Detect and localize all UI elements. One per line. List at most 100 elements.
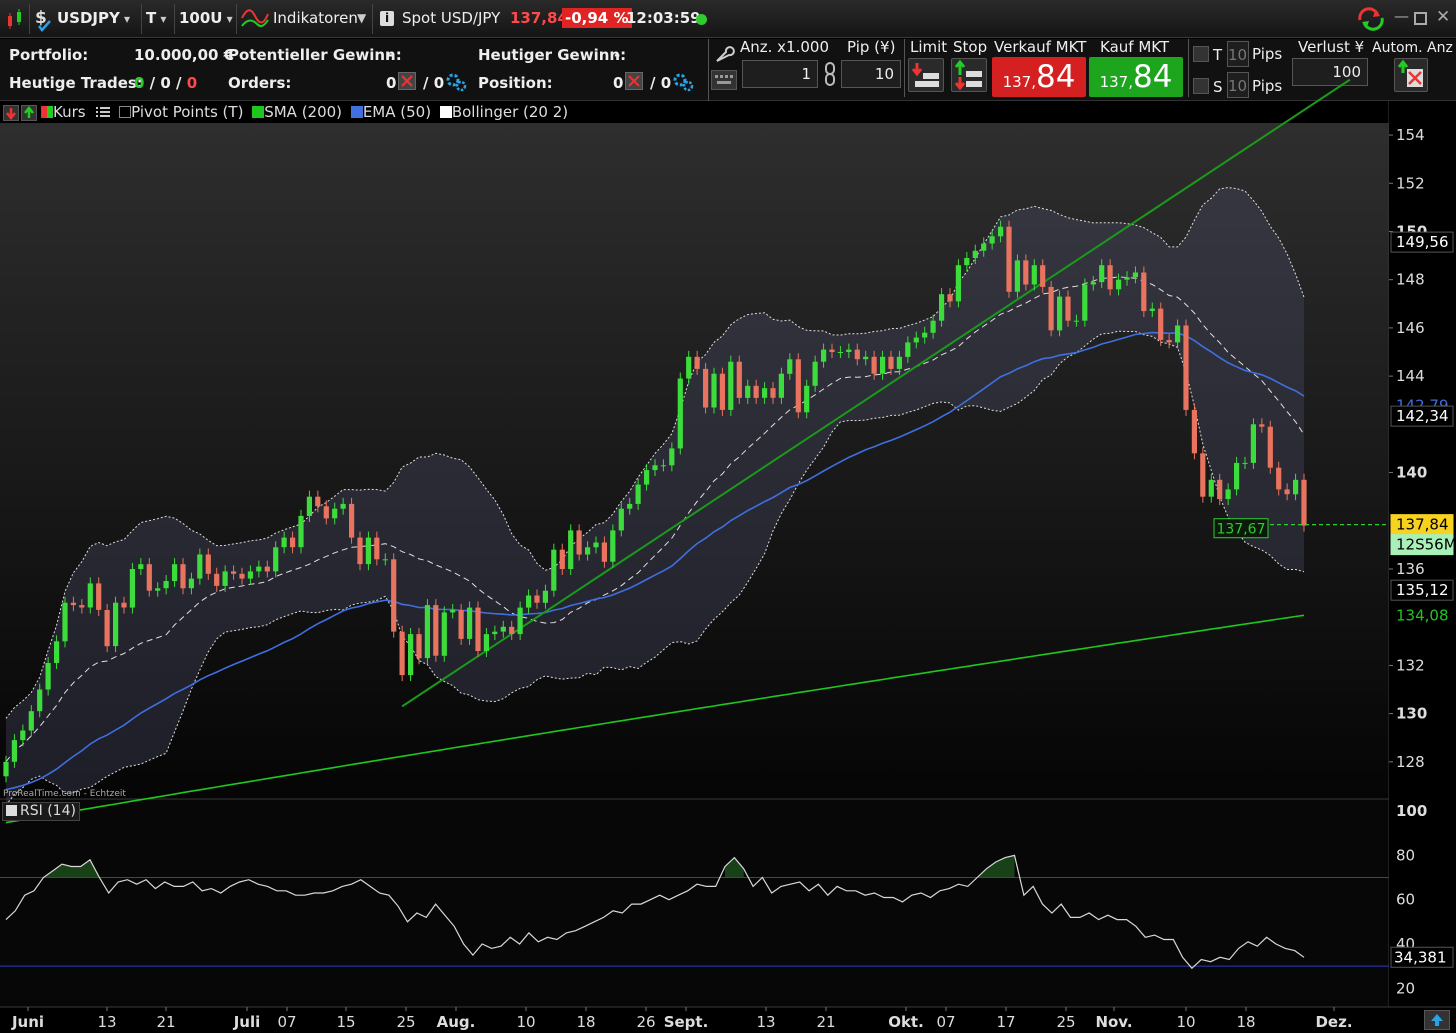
info-icon[interactable]: i — [380, 11, 394, 26]
wrench-icon[interactable] — [713, 44, 735, 64]
y-tick-label: 140 — [1396, 464, 1427, 482]
up-arrow-icon[interactable] — [21, 105, 37, 121]
rsi-tick-label: 80 — [1396, 846, 1415, 864]
watermark: ProRealTime.com - Echtzeit — [3, 789, 126, 799]
stop-order-button[interactable] — [951, 58, 987, 92]
candle-body — [391, 559, 397, 632]
rsi-tick-label: 40 — [1396, 935, 1415, 953]
indicators-dropdown-icon[interactable]: ▼ — [357, 11, 367, 25]
candle-body — [1242, 462, 1248, 464]
minimize-icon[interactable]: — — [1394, 7, 1409, 25]
candle-body — [559, 549, 565, 569]
candle-body — [155, 588, 161, 591]
timeframe-selector[interactable]: T — [146, 9, 166, 27]
stoploss-checkbox[interactable] — [1193, 78, 1209, 94]
rsi-tick-label: 20 — [1396, 979, 1415, 997]
target-pips-input[interactable]: 10 — [1227, 41, 1249, 67]
indicators-button[interactable]: Indikatoren — [273, 9, 358, 27]
legend-rsi[interactable]: RSI (14) — [2, 802, 80, 821]
legend-ema[interactable]: EMA (50) — [362, 103, 432, 121]
price-tag-box — [1390, 231, 1454, 253]
candle-body — [1200, 453, 1206, 497]
candle-body — [627, 503, 633, 509]
legend-sma[interactable]: SMA (200) — [264, 103, 343, 121]
stoploss-label: S — [1213, 78, 1223, 96]
orders-label: Orders: — [228, 74, 292, 92]
candle-body — [854, 349, 860, 360]
candle-body — [778, 373, 784, 398]
close-positions-icon[interactable] — [625, 72, 643, 90]
candle-body — [939, 294, 945, 321]
candle-body — [45, 663, 51, 690]
dollar-check-icon[interactable]: $ — [33, 6, 53, 32]
cancel-orders-icon[interactable] — [398, 72, 416, 90]
candle-body — [804, 385, 810, 413]
candle-body — [433, 605, 439, 656]
today-gain-label: Heutiger Gewinn: — [478, 46, 627, 64]
y-tick-label: 148 — [1396, 271, 1425, 289]
legend-pivot[interactable]: Pivot Points (T) — [131, 103, 244, 121]
sync-arrows-icon[interactable] — [1356, 6, 1386, 32]
candle-body — [896, 356, 902, 369]
candle-body — [905, 342, 911, 357]
y-tick-label: 130 — [1396, 705, 1427, 723]
x-tick-label: 07 — [277, 1013, 296, 1031]
list-icon[interactable] — [96, 104, 111, 122]
candle-body — [795, 359, 801, 413]
close-icon[interactable]: ✕ — [1436, 7, 1451, 27]
candle-body — [955, 265, 961, 302]
position-settings-icon[interactable] — [672, 72, 694, 92]
bollinger-upper — [5, 186, 1305, 719]
candle-body — [96, 583, 102, 610]
orders-settings-icon[interactable] — [445, 72, 467, 92]
x-tick-label: 17 — [996, 1013, 1015, 1031]
buy-market-button[interactable]: 137,84 — [1089, 57, 1183, 97]
candle-body — [1048, 286, 1054, 331]
x-tick-label: Aug. — [437, 1013, 476, 1031]
candle-body — [357, 537, 363, 565]
legend-kurs[interactable]: Kurs — [53, 103, 86, 121]
limit-label: Limit — [910, 38, 948, 56]
y-tick-label: 154 — [1396, 126, 1425, 144]
y-tick-label: 150 — [1396, 222, 1427, 240]
limit-order-button[interactable] — [908, 58, 944, 92]
kurs-swatch — [41, 106, 53, 118]
loss-input[interactable]: 100 — [1292, 58, 1368, 86]
candle-body — [1293, 479, 1299, 495]
candle-body — [1183, 325, 1189, 410]
y-tick-label: 136 — [1396, 560, 1425, 578]
candle-body — [349, 503, 355, 538]
candle-body — [1166, 340, 1172, 343]
symbol-selector[interactable]: USDJPY — [57, 9, 130, 27]
down-arrow-icon[interactable] — [3, 105, 19, 121]
keyboard-icon[interactable] — [711, 70, 737, 90]
sell-market-button[interactable]: 137,84 — [992, 57, 1086, 97]
candle-body — [1132, 272, 1138, 278]
pip-input[interactable]: 10 — [841, 60, 901, 88]
candle-body — [787, 359, 793, 374]
scroll-to-latest-icon[interactable] — [1424, 1010, 1450, 1030]
target-pips-label: Pips — [1252, 45, 1283, 63]
target-checkbox[interactable] — [1193, 46, 1209, 62]
units-selector[interactable]: 100U — [179, 9, 233, 27]
target-label: T — [1213, 46, 1223, 64]
price-tag-box — [1390, 514, 1454, 536]
legend-bollinger[interactable]: Bollinger (20 2) — [451, 103, 569, 121]
candlestick-icon[interactable] — [6, 8, 24, 30]
auto-qty-button[interactable] — [1394, 58, 1428, 92]
low-tag-box — [1213, 518, 1269, 539]
bollinger-band-fill — [6, 187, 1304, 806]
candle-body — [129, 569, 135, 608]
rsi-overbought-fill — [977, 855, 1015, 878]
x-tick-label: 21 — [816, 1013, 835, 1031]
indicators-icon[interactable] — [241, 6, 269, 32]
candle-body — [340, 503, 346, 509]
candle-body — [660, 465, 666, 467]
rsi-overbought-fill — [725, 857, 744, 878]
stoploss-pips-input[interactable]: 10 — [1227, 72, 1249, 98]
candle-body — [1031, 265, 1037, 285]
maximize-icon[interactable] — [1414, 12, 1427, 25]
candle-body — [517, 607, 523, 635]
link-icon[interactable] — [822, 60, 838, 88]
quantity-input[interactable]: 1 — [742, 60, 818, 88]
